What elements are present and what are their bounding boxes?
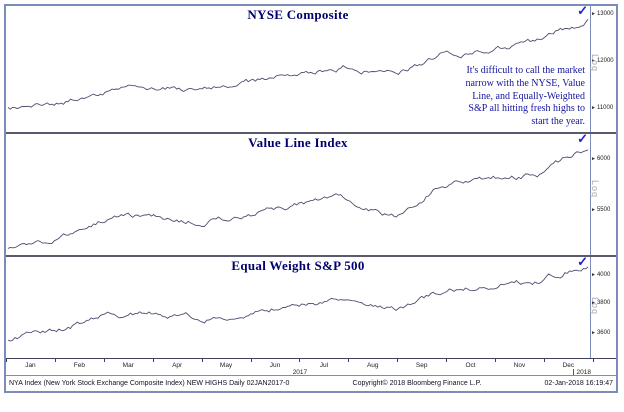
y-axis-tick-label: ►4000 — [591, 272, 611, 279]
month-label: May — [219, 362, 233, 369]
series-line — [7, 19, 589, 110]
month-label: Sep — [415, 362, 428, 369]
month-label: Mar — [122, 362, 134, 369]
panel-nyse-composite: NYSE Composite ✓ It's difficult to call … — [6, 6, 616, 132]
footer-bar: NYA Index (New York Stock Exchange Compo… — [6, 375, 616, 391]
month-label: Jul — [319, 362, 329, 369]
log-scale-label: Log — [590, 297, 600, 316]
plot-area-nyse[interactable]: NYSE Composite ✓ It's difficult to call … — [6, 6, 590, 132]
x-axis-tick — [397, 359, 399, 362]
month-label: Jun — [269, 362, 281, 369]
x-axis-tick — [6, 359, 7, 362]
axis-tick-arrow-icon: ► — [591, 58, 596, 65]
panel-value-line: Value Line Index ✓ ►6000 ►5500 Log — [6, 134, 616, 255]
axis-tick-arrow-icon: ► — [591, 10, 596, 17]
series-line — [7, 149, 589, 249]
annotation-line: narrow with the NYSE, Value — [465, 77, 585, 89]
y-axis-tick-label: ►5500 — [591, 207, 611, 214]
checkmark-icon[interactable]: ✓ — [577, 257, 588, 269]
axis-tick-arrow-icon: ► — [591, 105, 596, 112]
month-label: Nov — [513, 362, 526, 369]
panel-divider — [6, 132, 616, 134]
x-axis-tick — [446, 359, 448, 362]
x-axis-tick — [299, 359, 301, 362]
year-label-2018: 2018 — [572, 369, 591, 376]
x-axis-tick — [103, 359, 105, 362]
footer-security-info: NYA Index (New York Stock Exchange Compo… — [9, 380, 290, 387]
checkmark-icon[interactable]: ✓ — [577, 134, 588, 146]
y-axis-nyse: ►13000 ►12000 ►11000 Log — [590, 6, 616, 132]
footer-datetime: 02-Jan-2018 16:19:47 — [544, 380, 613, 387]
x-axis-tick — [543, 359, 545, 362]
x-axis-tick — [250, 359, 252, 362]
footer-copyright: Copyright© 2018 Bloomberg Finance L.P. — [352, 380, 482, 387]
month-label: Apr — [172, 362, 183, 369]
x-axis-tick — [592, 359, 594, 362]
panel-divider — [6, 255, 616, 257]
annotation-line: Line, and Equally-Weighted — [472, 90, 585, 102]
annotation-line: start the year. — [531, 116, 585, 128]
month-label: Jan — [25, 362, 36, 369]
panel-title-nyse: NYSE Composite — [247, 7, 349, 22]
annotation-text: It's difficult to call the market narrow … — [410, 65, 585, 129]
y-axis-tick-label: ►3600 — [591, 329, 611, 336]
month-label: Oct — [465, 362, 476, 369]
log-scale-label: Log — [590, 179, 600, 198]
axis-tick-arrow-icon: ► — [591, 207, 596, 214]
log-scale-label: Log — [590, 53, 600, 72]
chart-frame: NYSE Composite ✓ It's difficult to call … — [4, 4, 618, 393]
axis-tick-arrow-icon: ► — [591, 329, 596, 336]
month-label: Feb — [73, 362, 85, 369]
y-axis-tick-label: ►6000 — [591, 156, 611, 163]
y-axis-tick-label: ►12000 — [591, 58, 614, 65]
x-axis-tick — [201, 359, 203, 362]
month-label: Aug — [366, 362, 379, 369]
y-axis-tick-label: ►13000 — [591, 10, 614, 17]
year-label-2017: 2017 — [292, 369, 308, 376]
axis-tick-arrow-icon: ► — [591, 272, 596, 279]
panel-title-equal-weight: Equal Weight S&P 500 — [231, 258, 365, 273]
y-axis-tick-label: ►3800 — [591, 300, 611, 307]
x-axis-tick — [348, 359, 350, 362]
axis-tick-arrow-icon: ► — [591, 300, 596, 307]
checkmark-icon[interactable]: ✓ — [577, 6, 588, 18]
price-line-nyse — [7, 19, 589, 110]
price-line-value-line — [7, 149, 589, 249]
x-axis: 2017 2018 Jan Feb Mar Apr May Jun Jul Aug Sep Oct… — [6, 358, 616, 376]
axis-tick-arrow-icon: ► — [591, 156, 596, 163]
x-axis-tick — [495, 359, 497, 362]
y-axis-equal-weight: ►4000 ►3800 ►3600 Log — [590, 257, 616, 358]
series-line — [7, 266, 589, 342]
y-axis-tick-label: ►11000 — [591, 105, 614, 112]
plot-area-equal-weight[interactable]: Equal Weight S&P 500 ✓ — [6, 257, 590, 358]
annotation-line: It's difficult to call the market — [466, 65, 585, 77]
x-axis-tick — [152, 359, 154, 362]
month-label: Dec — [562, 362, 575, 369]
annotation-line: S&P all hitting fresh highs to — [468, 103, 585, 115]
panel-title-value-line: Value Line Index — [248, 135, 348, 150]
y-axis-value-line: ►6000 ►5500 Log — [590, 134, 616, 255]
x-axis-tick — [54, 359, 56, 362]
plot-area-value-line[interactable]: Value Line Index ✓ — [6, 134, 590, 255]
price-line-equal-weight — [7, 266, 589, 342]
panel-equal-weight-sp500: Equal Weight S&P 500 ✓ ►4000 ►3800 ►3600 Lo… — [6, 257, 616, 358]
